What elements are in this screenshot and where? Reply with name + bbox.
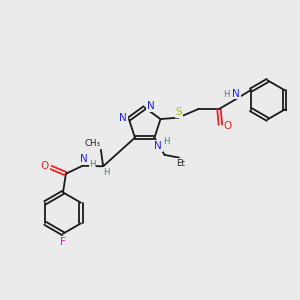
Text: N: N: [154, 141, 162, 151]
Text: H: H: [103, 168, 109, 177]
Text: H: H: [163, 137, 169, 146]
Text: H: H: [89, 160, 96, 169]
Text: H: H: [224, 90, 230, 99]
Text: N: N: [80, 154, 88, 164]
Text: Et: Et: [176, 159, 185, 168]
Text: N: N: [232, 88, 240, 99]
Text: N: N: [147, 101, 154, 111]
Text: CH₃: CH₃: [85, 139, 101, 148]
Text: O: O: [224, 121, 232, 131]
Text: S: S: [176, 107, 182, 117]
Text: O: O: [40, 161, 49, 171]
Text: F: F: [60, 237, 66, 247]
Text: N: N: [119, 112, 127, 123]
